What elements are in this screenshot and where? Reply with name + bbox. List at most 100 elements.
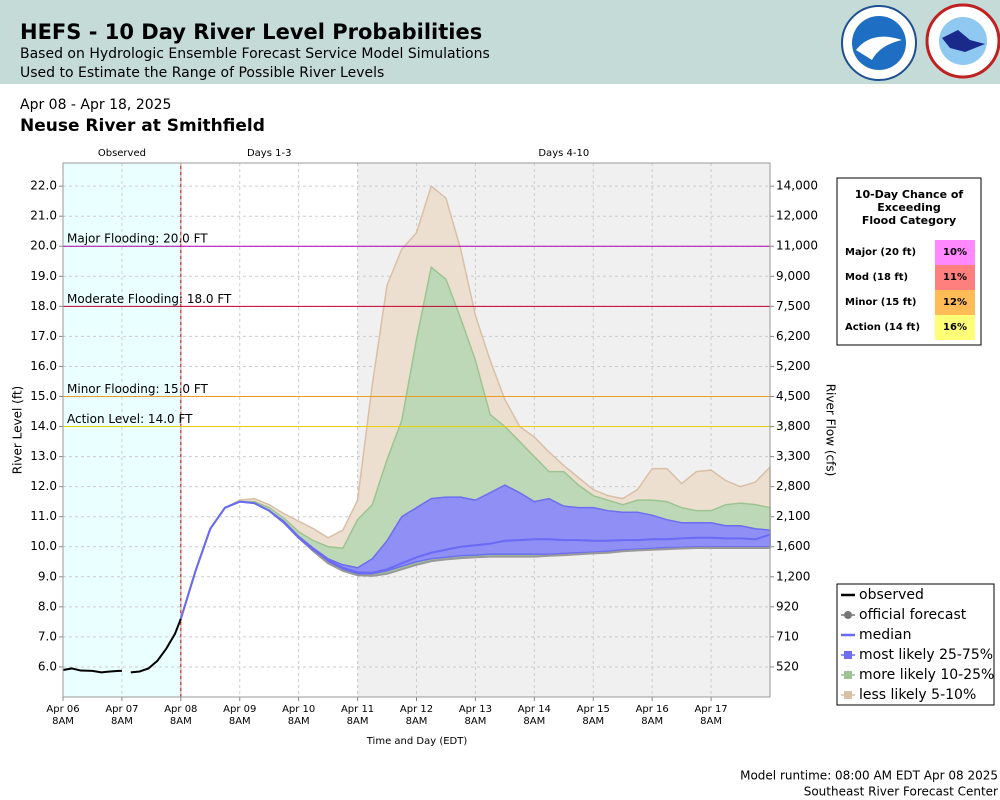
plot-frame bbox=[62, 162, 771, 698]
y-tick-label: 10.0 bbox=[30, 539, 57, 553]
median-line bbox=[179, 500, 771, 620]
y2-tick-label: 1,600 bbox=[776, 539, 810, 553]
flood-level-label: Minor Flooding: 15.0 FT bbox=[67, 382, 209, 396]
y2-tick-label: 710 bbox=[776, 629, 799, 643]
flood-level-label: Action Level: 14.0 FT bbox=[67, 412, 193, 426]
x-axis-label: Time and Day (EDT) bbox=[366, 736, 468, 747]
y2-tick-label: 9,000 bbox=[776, 269, 810, 283]
y2-tick-label: 2,800 bbox=[776, 479, 810, 493]
flood-table-label: Major (20 ft) bbox=[845, 247, 916, 258]
y-tick-label: 14.0 bbox=[30, 419, 57, 433]
legend-label: observed bbox=[859, 587, 924, 603]
y-tick-label: 16.0 bbox=[30, 359, 57, 373]
header-band bbox=[0, 0, 1000, 84]
header-subtitle: Based on Hydrologic Ensemble Forecast Se… bbox=[20, 46, 490, 62]
x-tick-label: Apr 06 bbox=[46, 704, 79, 715]
legend-label: official forecast bbox=[859, 607, 967, 623]
y2-tick-label: 14,000 bbox=[776, 179, 818, 193]
y-tick-label: 18.0 bbox=[30, 299, 57, 313]
x-tick-label: 8AM bbox=[464, 716, 486, 727]
header-title: HEFS - 10 Day River Level Probabilities bbox=[20, 20, 482, 44]
y-tick-label: 11.0 bbox=[30, 509, 57, 523]
y-tick-label: 6.0 bbox=[38, 659, 57, 673]
x-tick-label: 8AM bbox=[641, 716, 663, 727]
y2-tick-label: 5,200 bbox=[776, 359, 810, 373]
y2-tick-label: 4,500 bbox=[776, 389, 810, 403]
x-tick-label: Apr 07 bbox=[105, 704, 138, 715]
legend-swatch bbox=[844, 671, 852, 679]
flood-table-value: 12% bbox=[943, 297, 967, 308]
noaa-logo bbox=[841, 5, 917, 81]
legend-label: more likely 10-25% bbox=[859, 667, 994, 683]
x-tick-label: 8AM bbox=[52, 716, 74, 727]
x-tick-label: Apr 14 bbox=[518, 704, 551, 715]
y-tick-label: 15.0 bbox=[30, 389, 57, 403]
x-tick-label: 8AM bbox=[170, 716, 192, 727]
nws-logo bbox=[925, 3, 1000, 79]
x-tick-label: 8AM bbox=[523, 716, 545, 727]
legend-swatch bbox=[844, 691, 852, 699]
x-tick-label: Apr 12 bbox=[400, 704, 433, 715]
y-tick-label: 7.0 bbox=[38, 629, 57, 643]
y-tick-label: 9.0 bbox=[38, 569, 57, 583]
y-tick-label: 13.0 bbox=[30, 449, 57, 463]
x-tick-label: 8AM bbox=[288, 716, 310, 727]
x-tick-label: Apr 11 bbox=[341, 704, 374, 715]
x-tick-label: 8AM bbox=[111, 716, 133, 727]
flood-table-title: Exceeding bbox=[877, 201, 940, 214]
y2-tick-label: 6,200 bbox=[776, 329, 810, 343]
x-tick-label: 8AM bbox=[582, 716, 604, 727]
flood-level-label: Moderate Flooding: 18.0 FT bbox=[67, 292, 232, 306]
x-tick-label: 8AM bbox=[347, 716, 369, 727]
y2-tick-label: 3,300 bbox=[776, 449, 810, 463]
date-range: Apr 08 - Apr 18, 2025 bbox=[20, 97, 171, 113]
x-tick-label: Apr 16 bbox=[636, 704, 669, 715]
legend-label: less likely 5-10% bbox=[859, 687, 976, 703]
region-label: Days 1-3 bbox=[247, 148, 291, 159]
y-tick-label: 19.0 bbox=[30, 269, 57, 283]
region-label: Observed bbox=[98, 148, 146, 159]
y-tick-label: 20.0 bbox=[30, 239, 57, 253]
flood-table-cell bbox=[935, 240, 975, 265]
y-axis-label: River Level (ft) bbox=[11, 386, 25, 474]
y2-tick-label: 2,100 bbox=[776, 509, 810, 523]
x-tick-label: Apr 09 bbox=[223, 704, 256, 715]
flood-table-value: 11% bbox=[943, 272, 967, 283]
y2-tick-label: 11,000 bbox=[776, 239, 818, 253]
y-tick-label: 21.0 bbox=[30, 209, 57, 223]
legend-label: most likely 25-75% bbox=[859, 647, 993, 663]
flood-table-title: 10-Day Chance of bbox=[855, 188, 964, 201]
flood-table-cell bbox=[935, 315, 975, 340]
y-tick-label: 17.0 bbox=[30, 329, 57, 343]
flood-table-label: Minor (15 ft) bbox=[845, 297, 916, 308]
flood-table-value: 16% bbox=[943, 322, 967, 333]
flood-table-label: Action (14 ft) bbox=[845, 322, 920, 333]
y2-tick-label: 920 bbox=[776, 599, 799, 613]
legend-label: median bbox=[859, 627, 911, 643]
flood-table-label: Mod (18 ft) bbox=[845, 272, 908, 283]
x-tick-label: 8AM bbox=[700, 716, 722, 727]
header-subtitle: Used to Estimate the Range of Possible R… bbox=[20, 65, 384, 81]
flood-table-cell bbox=[935, 290, 975, 315]
footer-runtime: Model runtime: 08:00 AM EDT Apr 08 2025 bbox=[740, 769, 998, 783]
chart-title: Neuse River at Smithfield bbox=[20, 116, 265, 136]
y2-tick-label: 1,200 bbox=[776, 569, 810, 583]
y2-tick-label: 7,500 bbox=[776, 299, 810, 313]
y-tick-label: 8.0 bbox=[38, 599, 57, 613]
footer-center: Southeast River Forecast Center bbox=[804, 785, 998, 799]
flood-table-value: 10% bbox=[943, 247, 967, 258]
x-tick-label: Apr 08 bbox=[164, 704, 197, 715]
legend-swatch bbox=[844, 651, 852, 659]
y2-tick-label: 3,800 bbox=[776, 419, 810, 433]
legend-box bbox=[836, 583, 995, 706]
flood-table-title: Flood Category bbox=[862, 214, 956, 227]
y-tick-label: 22.0 bbox=[30, 179, 57, 193]
y2-axis-label: River Flow (cfs) bbox=[824, 384, 838, 477]
y2-tick-label: 12,000 bbox=[776, 209, 818, 223]
observed-line bbox=[62, 618, 182, 674]
x-tick-label: Apr 17 bbox=[694, 704, 727, 715]
x-tick-label: Apr 15 bbox=[577, 704, 610, 715]
x-tick-label: 8AM bbox=[229, 716, 251, 727]
x-tick-label: Apr 10 bbox=[282, 704, 315, 715]
